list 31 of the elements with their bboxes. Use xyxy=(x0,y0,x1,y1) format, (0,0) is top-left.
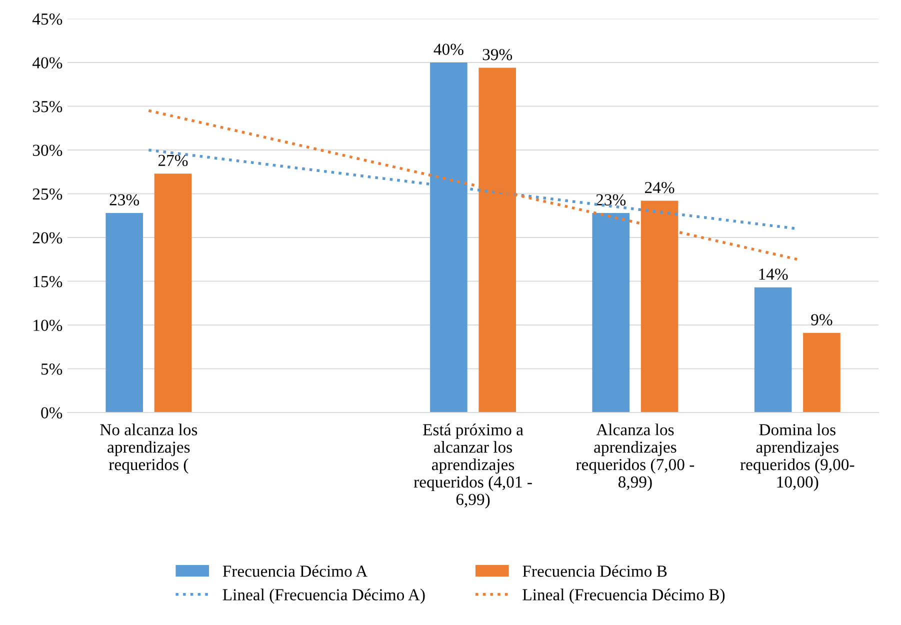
legend-label: Frecuencia Décimo A xyxy=(222,565,368,577)
data-label: 14% xyxy=(759,268,788,280)
data-label: 23% xyxy=(110,194,140,206)
y-tick-label: 45% xyxy=(32,13,62,25)
bar xyxy=(154,174,192,412)
bar xyxy=(803,332,840,412)
data-label: 9% xyxy=(811,314,832,326)
legend-label: Lineal (Frecuencia Décimo A) xyxy=(222,588,425,604)
x-tick-label: Está próximo a alcanzar los aprendizajes requeridos (4,01 - 6,99) xyxy=(414,424,532,508)
y-tick-label: 20% xyxy=(32,232,62,244)
y-tick-label: 35% xyxy=(32,100,62,112)
y-tick-label: 30% xyxy=(32,144,62,156)
legend-label: Frecuencia Décimo B xyxy=(522,565,667,577)
data-label: 23% xyxy=(596,194,626,206)
y-tick-label: 0% xyxy=(41,407,62,418)
y-tick-label: 15% xyxy=(34,276,62,288)
x-tick-label: Alcanza los aprendizajes requeridos (7,00 - 8,99) xyxy=(576,424,694,492)
data-label: 27% xyxy=(158,154,188,166)
x-tick-label: No alcanza los aprendizajes requeridos ( xyxy=(100,424,198,474)
data-label: 40% xyxy=(434,44,464,56)
y-tick-label: 40% xyxy=(32,57,62,68)
data-label: 24% xyxy=(644,182,674,194)
bar xyxy=(106,213,143,412)
bar xyxy=(592,213,630,412)
data-label: 39% xyxy=(482,48,512,60)
x-tick-label: Domina los aprendizajes requeridos (9,00- 10,00) xyxy=(740,424,854,492)
legend-label: Lineal (Frecuencia Décimo B) xyxy=(522,588,725,604)
bar xyxy=(754,287,792,412)
y-tick-label: 25% xyxy=(32,188,62,200)
y-tick-label: 10% xyxy=(34,320,62,331)
y-tick-label: 5% xyxy=(41,363,62,375)
